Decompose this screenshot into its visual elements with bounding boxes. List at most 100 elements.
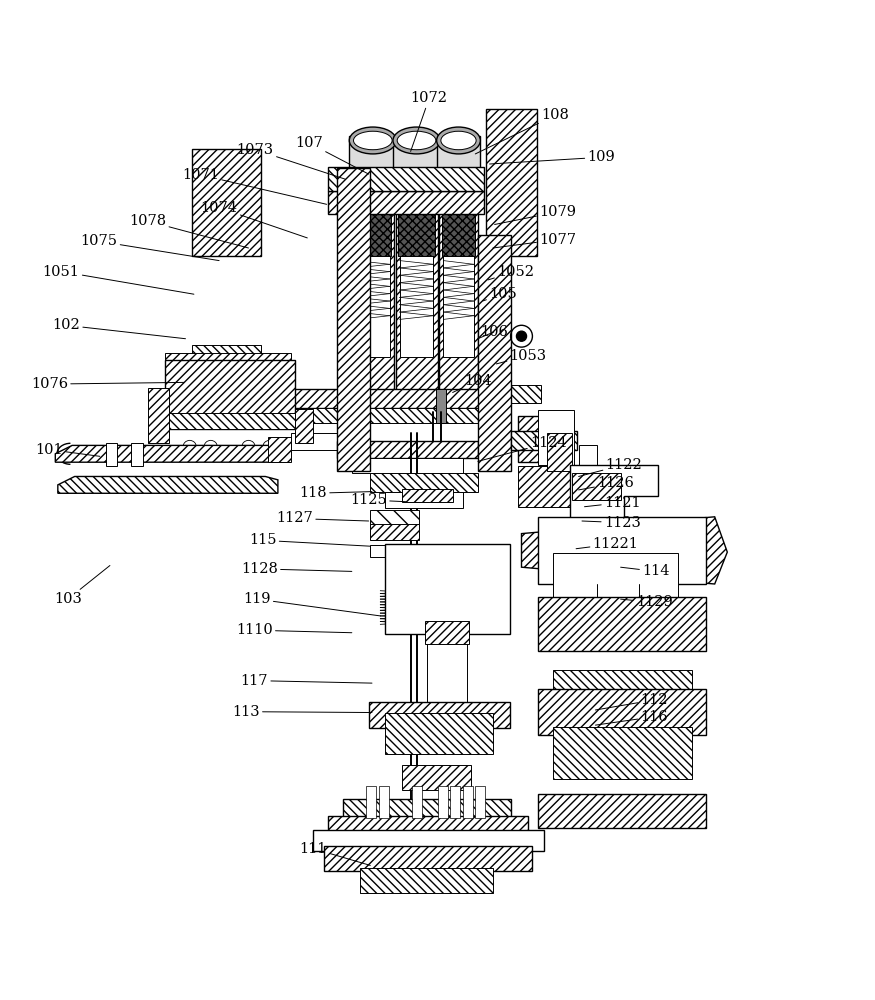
- Bar: [463, 786, 472, 818]
- Bar: [402, 489, 452, 502]
- Bar: [164, 377, 290, 395]
- Bar: [164, 413, 295, 429]
- Bar: [402, 765, 471, 790]
- Bar: [370, 510, 419, 525]
- Bar: [439, 153, 478, 412]
- Text: 1073: 1073: [236, 143, 345, 179]
- Text: 1051: 1051: [43, 265, 194, 294]
- Bar: [192, 149, 261, 256]
- Bar: [328, 167, 484, 191]
- Bar: [654, 601, 678, 626]
- Bar: [164, 360, 295, 429]
- Text: 115: 115: [249, 533, 370, 547]
- Bar: [366, 786, 376, 818]
- Bar: [148, 388, 169, 443]
- Text: 1128: 1128: [241, 562, 352, 576]
- Text: 113: 113: [232, 705, 372, 719]
- Ellipse shape: [393, 127, 440, 154]
- Text: 1052: 1052: [488, 265, 534, 280]
- Polygon shape: [58, 476, 278, 493]
- Text: 104: 104: [452, 374, 492, 392]
- Bar: [436, 389, 446, 423]
- Bar: [368, 702, 510, 728]
- Bar: [400, 154, 433, 357]
- Ellipse shape: [349, 127, 396, 154]
- Text: 1072: 1072: [410, 91, 448, 151]
- Bar: [412, 786, 423, 818]
- Text: 1075: 1075: [80, 234, 219, 261]
- Bar: [572, 473, 620, 500]
- Bar: [328, 816, 528, 834]
- Bar: [553, 670, 692, 703]
- Bar: [475, 786, 486, 818]
- Bar: [437, 136, 480, 185]
- Bar: [268, 437, 291, 462]
- Bar: [442, 196, 475, 256]
- Ellipse shape: [441, 131, 476, 150]
- Bar: [518, 416, 570, 462]
- Text: 111: 111: [299, 842, 370, 865]
- Bar: [553, 727, 692, 779]
- Text: 108: 108: [475, 108, 569, 154]
- Bar: [360, 868, 493, 893]
- Bar: [487, 109, 536, 256]
- Polygon shape: [55, 445, 286, 462]
- Bar: [324, 846, 532, 871]
- Text: 1127: 1127: [276, 511, 368, 525]
- Bar: [352, 153, 394, 412]
- Bar: [538, 597, 706, 651]
- Bar: [547, 433, 572, 471]
- Bar: [295, 409, 313, 443]
- Text: 119: 119: [243, 592, 381, 616]
- Text: 102: 102: [52, 318, 186, 339]
- Bar: [578, 475, 597, 490]
- Text: 112: 112: [595, 693, 668, 710]
- Bar: [538, 794, 706, 828]
- Text: 1129: 1129: [620, 595, 673, 609]
- Text: 1123: 1123: [582, 516, 640, 530]
- Bar: [379, 786, 388, 818]
- Text: 1126: 1126: [578, 476, 634, 490]
- Bar: [291, 433, 342, 450]
- Bar: [278, 408, 492, 423]
- Text: 1122: 1122: [578, 458, 642, 476]
- Bar: [370, 545, 404, 557]
- Text: 101: 101: [36, 443, 100, 457]
- Text: 109: 109: [490, 150, 615, 164]
- Bar: [553, 553, 678, 599]
- Bar: [289, 389, 492, 408]
- Text: 106: 106: [478, 325, 508, 339]
- Bar: [106, 443, 117, 466]
- Bar: [518, 466, 570, 507]
- Text: 107: 107: [295, 136, 368, 174]
- Bar: [396, 153, 438, 412]
- Text: 1053: 1053: [496, 349, 547, 364]
- Bar: [313, 830, 544, 851]
- Text: 118: 118: [299, 486, 372, 500]
- Bar: [370, 524, 419, 540]
- Circle shape: [516, 331, 527, 341]
- Bar: [354, 196, 391, 256]
- Text: 11221: 11221: [576, 537, 639, 551]
- Text: 1124: 1124: [478, 436, 567, 461]
- Bar: [131, 443, 143, 466]
- Bar: [444, 154, 473, 357]
- Bar: [337, 441, 478, 458]
- Text: 1125: 1125: [350, 493, 406, 507]
- Text: 1074: 1074: [200, 201, 307, 238]
- Ellipse shape: [437, 127, 480, 154]
- Text: 116: 116: [595, 710, 668, 725]
- Text: 1079: 1079: [494, 205, 576, 224]
- Bar: [478, 385, 541, 403]
- Bar: [192, 345, 261, 364]
- Bar: [337, 168, 370, 471]
- Bar: [370, 473, 478, 492]
- Bar: [511, 431, 577, 450]
- Text: 1077: 1077: [493, 233, 576, 248]
- Bar: [385, 713, 493, 754]
- Text: 1121: 1121: [584, 496, 640, 510]
- Text: 105: 105: [483, 287, 517, 301]
- Bar: [385, 544, 510, 634]
- Text: 103: 103: [54, 566, 110, 606]
- Ellipse shape: [354, 131, 392, 150]
